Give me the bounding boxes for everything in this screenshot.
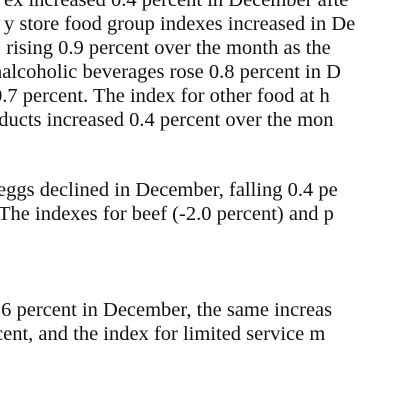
text-line: .6 percent in December, the same increas	[0, 299, 333, 321]
text-line: nalcoholic beverages rose 0.8 percent in…	[0, 61, 341, 83]
text-line: eggs declined in December, falling 0.4 p…	[0, 179, 338, 201]
text-line: oducts increased 0.4 percent over the mo…	[0, 109, 334, 131]
text-line: , rising 0.9 percent over the month as t…	[0, 37, 331, 59]
text-line: ex increased 0.4 percent in December aft…	[4, 0, 349, 11]
text-line: cent, and the index for limited service …	[0, 323, 326, 345]
text-line: y store food group indexes increased in …	[4, 13, 356, 35]
text-line: The indexes for beef (-2.0 percent) and …	[0, 203, 334, 225]
text-line: 0.7 percent. The index for other food at…	[0, 85, 330, 107]
